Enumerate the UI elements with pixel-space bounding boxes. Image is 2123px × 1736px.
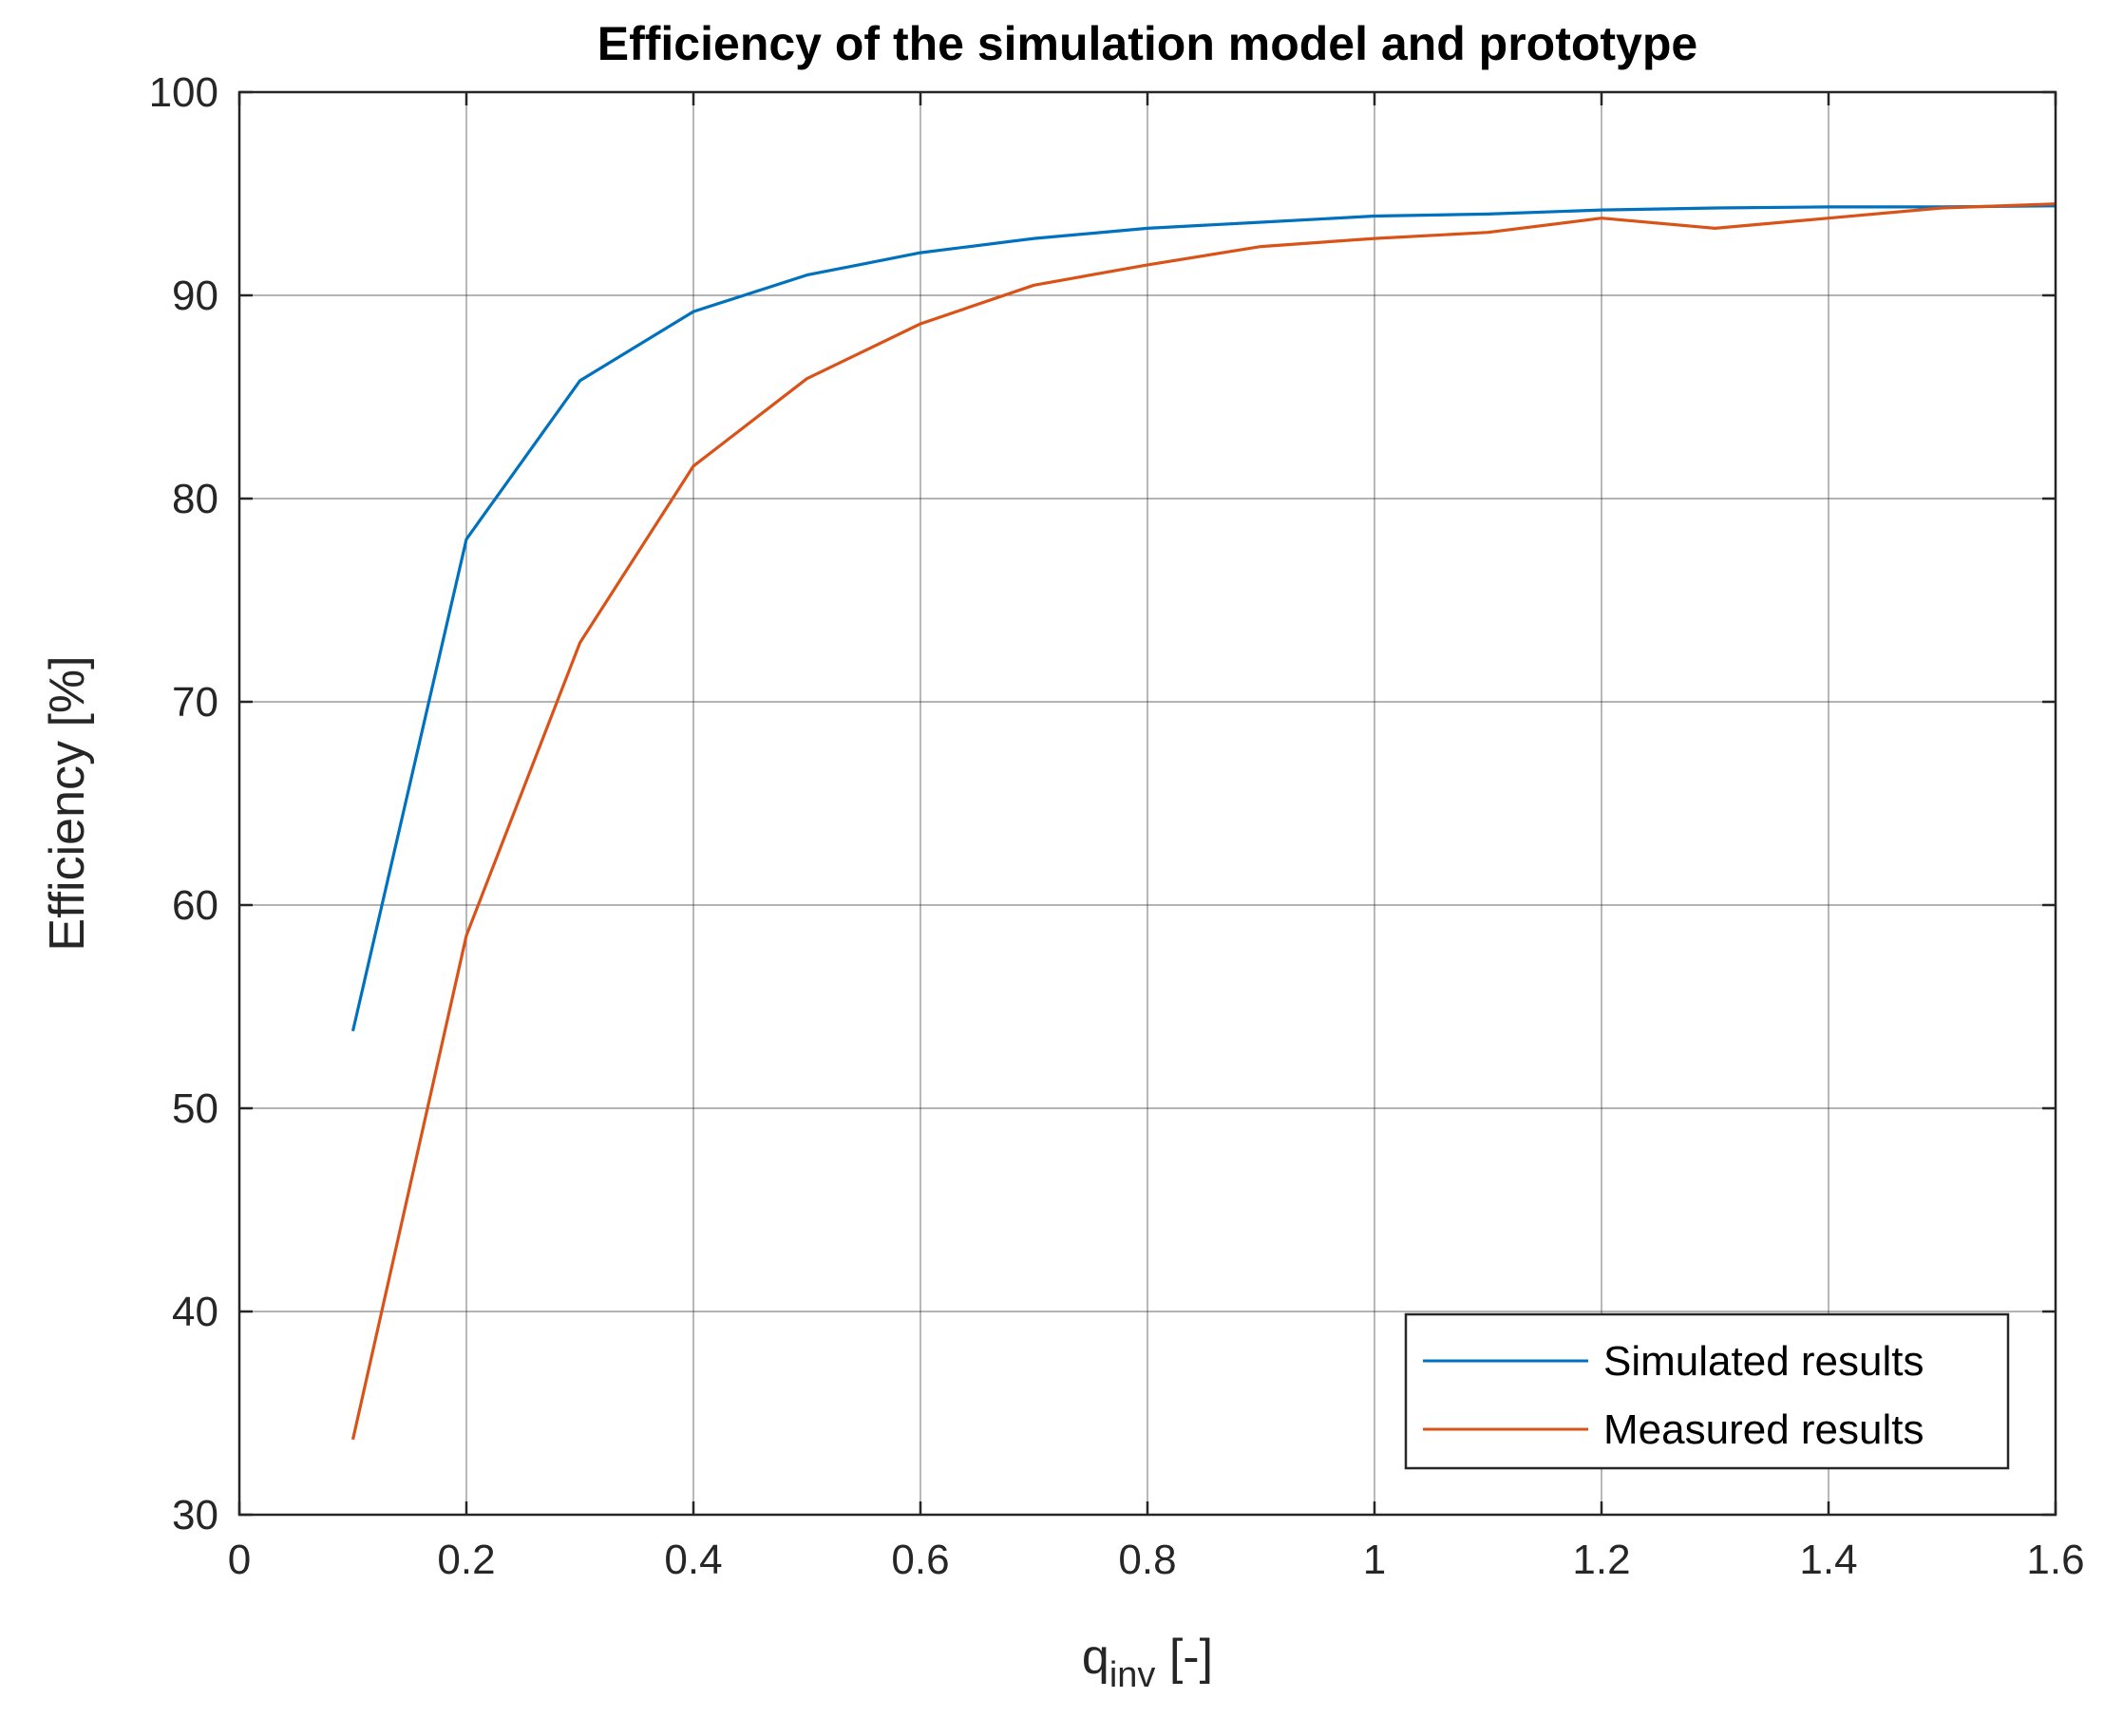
x-tick-label: 0 xyxy=(228,1537,251,1583)
x-axis-label: qinv [-] xyxy=(1082,1630,1213,1695)
x-tick-label: 1.6 xyxy=(2026,1537,2084,1583)
tick-labels: 0 0.2 0.4 0.6 0.8 1 1.2 1.4 1.6 30 40 50 60 70 80 90 100 xyxy=(149,69,2085,1583)
y-axis-label: Efficiency [%] xyxy=(40,655,95,951)
x-tick-label: 1 xyxy=(1363,1537,1386,1583)
x-tick-label: 0.8 xyxy=(1118,1537,1176,1583)
chart-title: Efficiency of the simulation model and p… xyxy=(597,17,1697,70)
x-axis-label-suffix: [-] xyxy=(1155,1630,1213,1685)
x-axis-label-main: q xyxy=(1082,1630,1109,1685)
measured-results-line xyxy=(351,202,2057,1441)
x-tick-label: 0.2 xyxy=(437,1537,495,1583)
series-lines xyxy=(351,202,2057,1441)
y-tick-label: 60 xyxy=(172,882,218,929)
y-tick-label: 70 xyxy=(172,679,218,726)
axis-ticks xyxy=(237,90,2057,1517)
simulated-results-line xyxy=(351,204,2057,1032)
x-tick-label: 1.4 xyxy=(1799,1537,1857,1583)
legend-label-simulated: Simulated results xyxy=(1603,1338,1924,1385)
x-tick-label: 0.6 xyxy=(891,1537,949,1583)
y-tick-label: 40 xyxy=(172,1289,218,1335)
x-tick-label: 0.4 xyxy=(664,1537,722,1583)
x-axis-label-subscript: inv xyxy=(1109,1655,1156,1695)
legend: Simulated results Measured results xyxy=(1404,1312,2010,1470)
y-tick-label: 30 xyxy=(172,1492,218,1538)
y-tick-label: 80 xyxy=(172,476,218,522)
y-tick-label: 50 xyxy=(172,1085,218,1132)
y-tick-label: 90 xyxy=(172,273,218,319)
x-tick-label: 1.2 xyxy=(1572,1537,1630,1583)
grid-lines xyxy=(239,92,2056,1515)
legend-box xyxy=(1404,1312,2010,1470)
legend-label-measured: Measured results xyxy=(1603,1406,1924,1453)
y-tick-label: 100 xyxy=(149,69,218,116)
